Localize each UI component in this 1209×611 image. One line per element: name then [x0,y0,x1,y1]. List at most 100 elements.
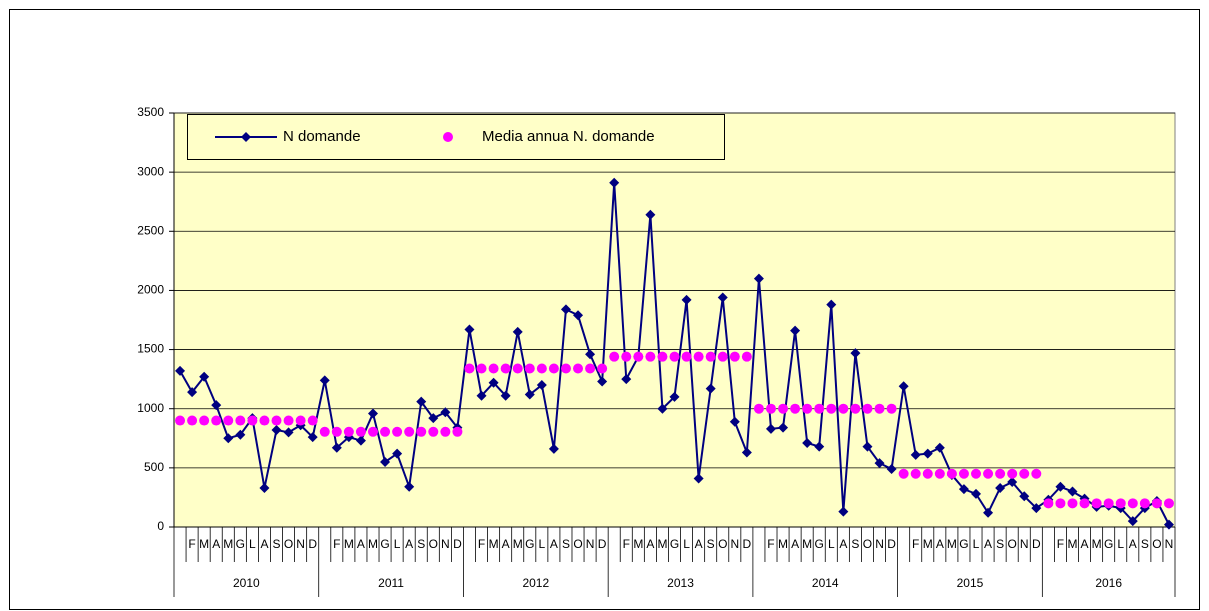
x-tick-label: A [936,537,944,551]
legend-marker [241,132,251,142]
x-tick-label: M [199,537,209,551]
x-tick-label: M [657,537,667,551]
point [729,416,740,427]
group-label: 2011 [378,576,404,590]
x-tick-label: M [368,537,378,551]
point [355,426,366,437]
x-tick-label: F [623,537,630,551]
x-tick-label: D [1032,537,1041,551]
point [850,403,861,414]
point [669,351,680,362]
x-tick-label: M [947,537,957,551]
point [922,468,933,479]
point [524,389,535,400]
point [560,304,571,315]
point [669,391,680,402]
x-tick-label: L [394,537,401,551]
point [826,403,837,414]
point [995,468,1006,479]
point [573,363,584,374]
point [464,363,475,374]
point [609,177,620,188]
x-tick-label: M [489,537,499,551]
x-tick-label: O [284,537,293,551]
x-tick-label: F [1057,537,1064,551]
x-tick-label: G [525,537,534,551]
x-tick-label: A [646,537,654,551]
point [404,426,415,437]
point [392,426,403,437]
point [645,209,656,220]
point [790,325,801,336]
point [271,415,282,426]
point [621,374,632,385]
x-tick-label: G [236,537,245,551]
point [319,426,330,437]
x-tick-label: D [308,537,317,551]
point [512,363,523,374]
x-tick-label: A [1129,537,1137,551]
point [343,426,354,437]
x-tick-label: A [357,537,365,551]
point [259,482,270,493]
x-tick-label: S [851,537,859,551]
x-tick-label: N [441,537,450,551]
point [681,294,692,305]
point [367,426,378,437]
point [995,482,1006,493]
point [1055,498,1066,509]
x-tick-label: D [453,537,462,551]
point [1079,498,1090,509]
point [705,351,716,362]
x-tick-label: M [802,537,812,551]
x-tick-label: D [598,537,607,551]
x-tick-label: M [1092,537,1102,551]
point [223,433,234,444]
x-tick-label: O [1152,537,1161,551]
point [886,464,897,475]
point [958,468,969,479]
y-tick-label: 1000 [137,401,164,415]
x-tick-label: A [405,537,413,551]
x-tick-label: O [429,537,438,551]
legend-marker [443,132,453,142]
point [380,456,391,467]
group-label: 2016 [1095,576,1122,590]
point [741,351,752,362]
point [585,363,596,374]
point [645,351,656,362]
point [476,363,487,374]
point [235,429,246,440]
point [524,363,535,374]
group-label: 2014 [812,576,839,590]
point [971,468,982,479]
point [319,375,330,386]
x-tick-label: S [273,537,281,551]
point [211,400,222,411]
point [633,351,644,362]
x-tick-label: O [863,537,872,551]
y-tick-label: 2500 [137,223,164,237]
x-tick-label: M [923,537,933,551]
x-tick-label: S [996,537,1004,551]
point [416,396,427,407]
point [814,403,825,414]
x-tick-label: A [212,537,220,551]
point [355,435,366,446]
point [934,468,945,479]
point [717,292,728,303]
point [307,432,318,443]
x-tick-label: A [502,537,510,551]
point [717,351,728,362]
point [247,415,258,426]
x-tick-label: A [1081,537,1089,551]
point [1031,503,1042,514]
x-tick-label: S [417,537,425,551]
x-tick-label: N [875,537,884,551]
point [1163,519,1174,530]
point [283,427,294,438]
x-tick-label: L [249,537,256,551]
y-tick-label: 2000 [137,283,164,297]
point [693,351,704,362]
point [790,403,801,414]
